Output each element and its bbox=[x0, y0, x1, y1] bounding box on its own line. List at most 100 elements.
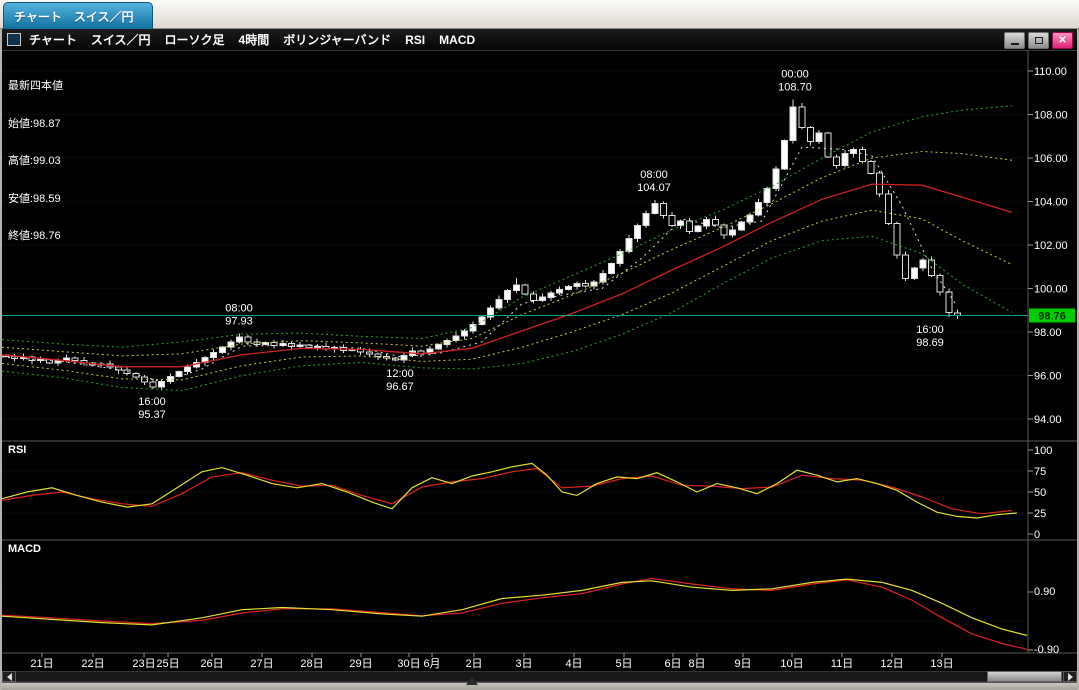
rsi-axis-label: 50 bbox=[1034, 487, 1046, 499]
bollinger-lower-outer-band bbox=[2, 235, 1013, 392]
price-axis-label: 100.00 bbox=[1034, 284, 1068, 296]
rsi-panel-label: RSI bbox=[8, 444, 27, 456]
chart-background bbox=[2, 51, 1077, 671]
price-axis-label: 98.00 bbox=[1034, 327, 1062, 339]
annotation-time: 08:00 bbox=[640, 169, 668, 181]
candle-body bbox=[115, 366, 122, 371]
rsi-signal-line bbox=[2, 467, 1013, 515]
titlebar-item-chart: チャート bbox=[29, 33, 77, 47]
macd-pane-surface[interactable] bbox=[2, 540, 1028, 653]
scrollbar-track[interactable] bbox=[16, 671, 1063, 682]
candle-body bbox=[685, 220, 693, 233]
date-axis-label: 29日 bbox=[349, 658, 372, 670]
date-axis-label: 21日 bbox=[30, 658, 53, 670]
candle-body bbox=[884, 193, 892, 224]
position-indicator-bar[interactable] bbox=[2, 677, 1077, 690]
titlebar-item-bollinger: ボリンジャーバンド bbox=[283, 33, 392, 47]
annotation-time: 16:00 bbox=[138, 396, 166, 408]
candle-body bbox=[530, 293, 538, 301]
annotation-price: 96.67 bbox=[386, 381, 414, 393]
candle-body bbox=[798, 106, 806, 129]
candle-body bbox=[556, 289, 564, 294]
legend-open: 始値:98.87 bbox=[8, 117, 61, 130]
titlebar-item-symbol: スイス／円 bbox=[90, 33, 151, 47]
chart-canvas[interactable]: 98.7600:00108.7008:00104.0708:0097.9312:… bbox=[2, 51, 1077, 671]
candle-body bbox=[729, 229, 737, 236]
window-controls: ✕ bbox=[1004, 32, 1073, 49]
tab-label: チャート スイス／円 bbox=[14, 9, 134, 24]
candle-body bbox=[521, 284, 529, 295]
candle-body bbox=[435, 344, 442, 350]
bollinger-middle-line bbox=[2, 183, 1013, 368]
maximize-button[interactable] bbox=[1028, 32, 1049, 49]
close-button[interactable]: ✕ bbox=[1052, 32, 1073, 49]
candle-body bbox=[547, 292, 555, 298]
candle-body bbox=[755, 202, 763, 216]
rsi-axis-label: 25 bbox=[1034, 508, 1046, 520]
annotation-price: 108.70 bbox=[778, 81, 812, 93]
candle-body bbox=[582, 283, 590, 287]
position-marker-icon[interactable] bbox=[466, 677, 478, 685]
candle-body bbox=[781, 140, 788, 170]
date-axis-label: 11日 bbox=[831, 658, 853, 670]
candle-body bbox=[841, 153, 849, 167]
candle-body bbox=[651, 203, 659, 214]
main-pane-surface[interactable] bbox=[2, 51, 1028, 441]
candle-body bbox=[210, 352, 218, 359]
macd-signal-line bbox=[2, 577, 1028, 650]
candle-body bbox=[512, 284, 520, 292]
annotation-price: 104.07 bbox=[637, 182, 671, 194]
candle-body bbox=[296, 344, 304, 348]
maximize-icon bbox=[1034, 37, 1043, 44]
annotation-price: 98.69 bbox=[916, 337, 944, 349]
date-axis-label: 30日 bbox=[397, 658, 420, 670]
y-axis bbox=[1028, 70, 1033, 651]
date-axis-label: 26日 bbox=[200, 658, 223, 670]
scrollbar-thumb[interactable] bbox=[987, 671, 1062, 682]
date-axis-label: 2日 bbox=[465, 658, 482, 670]
rsi-pane-surface[interactable] bbox=[2, 441, 1028, 540]
date-axis-label: 23日 bbox=[132, 658, 155, 670]
date-axis-label: 25日 bbox=[156, 658, 179, 670]
annotation-price: 95.37 bbox=[138, 409, 166, 421]
candle-body bbox=[573, 283, 581, 287]
scroll-left-button[interactable] bbox=[2, 671, 16, 682]
candle-body bbox=[71, 357, 79, 361]
minimize-button[interactable] bbox=[1004, 32, 1025, 49]
candle-body bbox=[867, 160, 875, 174]
price-axis-label: 106.00 bbox=[1034, 153, 1068, 165]
candle-body bbox=[599, 272, 607, 283]
candle-body bbox=[737, 221, 745, 231]
candle-body bbox=[616, 251, 624, 264]
candle-body bbox=[365, 351, 373, 355]
candle-body bbox=[694, 225, 702, 233]
candle-body bbox=[305, 344, 313, 349]
scroll-right-button[interactable] bbox=[1063, 671, 1077, 682]
date-axis-label: 10日 bbox=[780, 658, 803, 670]
candle-body bbox=[832, 156, 840, 167]
rsi-axis-label: 75 bbox=[1034, 466, 1046, 478]
price-axis-label: 94.00 bbox=[1034, 414, 1062, 426]
tab-chart-swiss-yen[interactable]: チャート スイス／円 bbox=[3, 2, 153, 29]
candle-body bbox=[227, 341, 235, 348]
titlebar-item-rsi: RSI bbox=[405, 32, 426, 47]
date-axis-label: 5日 bbox=[615, 658, 632, 670]
arrow-left-icon bbox=[6, 672, 12, 681]
candle-body bbox=[634, 224, 641, 239]
candlestick-series bbox=[2, 99, 961, 391]
candle-body bbox=[313, 345, 321, 349]
close-icon: ✕ bbox=[1058, 34, 1067, 46]
date-axis-label: 8日 bbox=[688, 658, 705, 670]
candle-body bbox=[850, 148, 858, 155]
candle-body bbox=[746, 214, 754, 223]
candle-body bbox=[720, 224, 728, 236]
annotation-time: 12:00 bbox=[386, 368, 414, 380]
date-axis-label: 27日 bbox=[250, 658, 273, 670]
titlebar-item-timeframe: 4時間 bbox=[238, 33, 270, 47]
candle-body bbox=[910, 267, 918, 280]
date-axis-label: 3日 bbox=[515, 658, 532, 670]
h-scrollbar[interactable] bbox=[2, 671, 1077, 682]
macd-line bbox=[2, 578, 1028, 637]
candle-body bbox=[374, 353, 382, 357]
date-axis-label: 9日 bbox=[734, 658, 751, 670]
